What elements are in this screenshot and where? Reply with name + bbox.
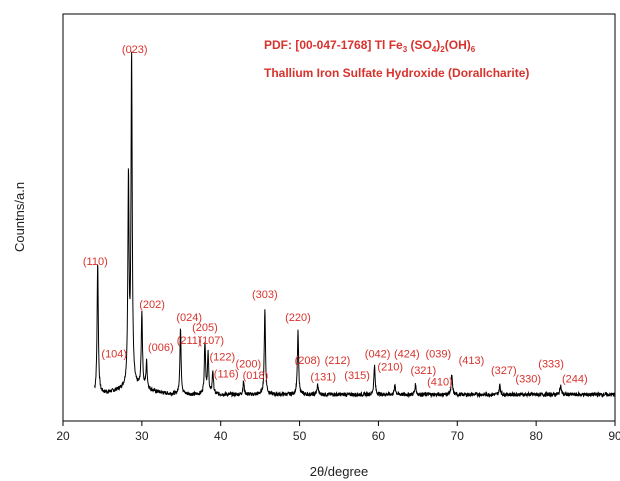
peak-label: (330) xyxy=(515,373,541,385)
peak-label: (424) xyxy=(394,348,420,360)
peak-label: (131) xyxy=(310,372,336,384)
peak-label: (122) xyxy=(209,352,235,364)
y-axis-title: Countns/a.n xyxy=(12,182,27,252)
legend-l1-sub3: 2 xyxy=(440,45,445,54)
peak-label: (244) xyxy=(562,373,588,385)
legend-l1-mid3: (OH) xyxy=(445,38,471,52)
legend-line-2: Thallium Iron Sulfate Hydroxide (Dorallc… xyxy=(264,66,529,80)
peak-label: (042) xyxy=(365,348,391,360)
x-axis-title: 2θ/degree xyxy=(310,464,369,479)
peak-label: (210) xyxy=(377,362,403,374)
x-tick-label: 70 xyxy=(451,429,465,443)
x-tick-label: 20 xyxy=(56,429,70,443)
peak-labels: (110) (023) (104) (202) (006) (024) (211)(205)… xyxy=(83,44,588,389)
peak-label: (039) xyxy=(426,348,452,360)
peak-label: (006) xyxy=(148,342,174,354)
x-tick-label: 40 xyxy=(214,429,228,443)
peak-label: (104) xyxy=(101,348,127,360)
legend-l1-sub2: 4 xyxy=(432,45,437,54)
peak-label: (321) xyxy=(411,365,437,377)
peak-label: (327) xyxy=(491,365,517,377)
peak-label: (410) xyxy=(427,377,453,389)
peak-label: (333) xyxy=(538,358,564,370)
peak-label: (202) xyxy=(139,299,165,311)
peak-label: (211) xyxy=(177,335,202,347)
legend-l1-prefix: PDF: [00-047-1768] Tl Fe xyxy=(264,38,403,52)
x-tick-label: 90 xyxy=(608,429,620,443)
x-tick-label: 30 xyxy=(135,429,149,443)
legend-l1-mid2: ) xyxy=(436,38,440,52)
x-ticks: 20 30 40 50 60 70 80 90 xyxy=(56,421,620,443)
xrd-pattern-line xyxy=(94,51,616,399)
peak-label: (110) xyxy=(83,256,108,268)
peak-label: (220) xyxy=(285,312,311,324)
legend-l1-mid1: (SO xyxy=(407,38,432,52)
legend: PDF: [00-047-1768] Tl Fe3 (SO4)2(OH)6 Th… xyxy=(264,38,529,80)
peak-label: (024) xyxy=(176,312,202,324)
peak-label: (303) xyxy=(252,289,278,301)
peak-label: (200) xyxy=(235,358,261,370)
peak-label: (208) xyxy=(295,355,321,367)
x-tick-label: 80 xyxy=(529,429,543,443)
x-tick-label: 50 xyxy=(293,429,307,443)
x-tick-label: 60 xyxy=(372,429,386,443)
peak-label: (315) xyxy=(344,370,370,382)
peak-label: (018) xyxy=(243,370,269,382)
legend-l1-sub1: 3 xyxy=(403,45,408,54)
peak-label: (023) xyxy=(122,44,148,56)
peak-label: (212) xyxy=(325,355,351,367)
legend-line-1: PDF: [00-047-1768] Tl Fe3 (SO4)2(OH)6 xyxy=(264,38,476,54)
legend-l1-sub4: 6 xyxy=(471,45,476,54)
peak-label: (205) xyxy=(192,322,218,334)
plot-frame xyxy=(62,13,616,422)
peak-label: (116) xyxy=(214,368,239,380)
peak-label: (107) xyxy=(198,335,224,347)
peak-label: (413) xyxy=(459,355,485,367)
